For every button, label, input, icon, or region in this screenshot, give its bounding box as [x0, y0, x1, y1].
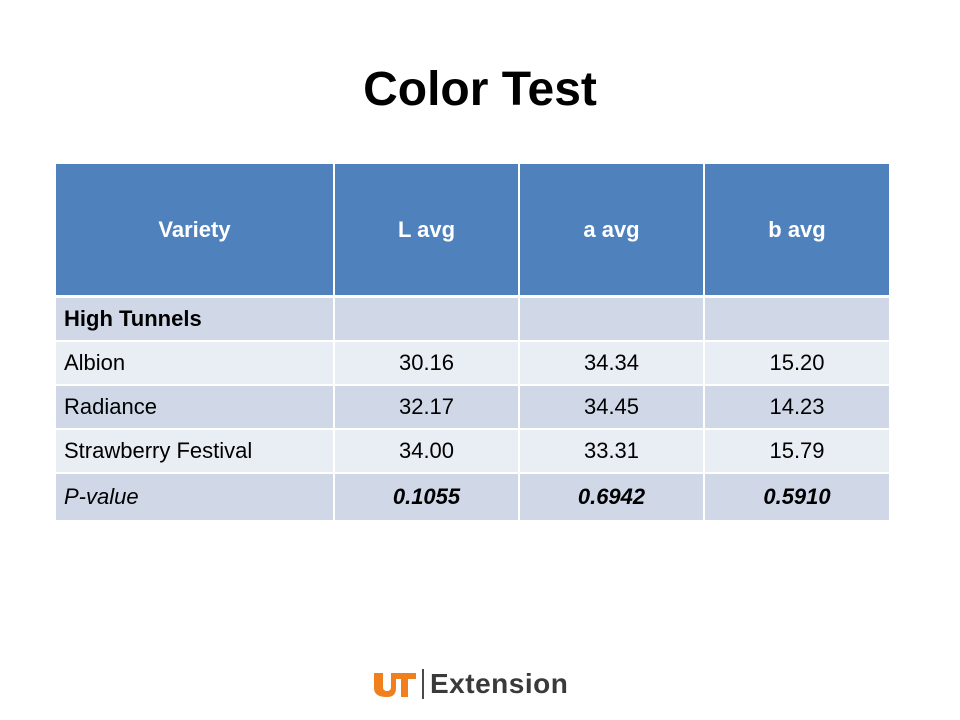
section-label: High Tunnels [56, 296, 335, 342]
pvalue-l-cell: 0.1055 [334, 473, 520, 522]
pvalue-b-cell: 0.5910 [704, 473, 889, 522]
b-avg-cell: 15.79 [704, 429, 889, 474]
variety-cell: Albion [56, 341, 335, 386]
table-cell [519, 296, 705, 342]
ut-extension-logo: Extension [372, 664, 568, 704]
table-cell [704, 296, 889, 342]
section-row-high-tunnels: High Tunnels [56, 296, 889, 342]
logo-text: Extension [430, 668, 569, 699]
header-variety: Variety [56, 164, 335, 298]
b-avg-cell: 15.20 [704, 341, 889, 386]
slide-title: Color Test [363, 63, 597, 116]
table-cell [334, 296, 520, 342]
l-avg-cell: 32.17 [334, 385, 520, 430]
b-avg-cell: 14.23 [704, 385, 889, 430]
color-test-table: Variety L avg a avg b avg High Tunnels A… [56, 164, 889, 522]
l-avg-cell: 34.00 [334, 429, 520, 474]
ut-logo-mark-icon [374, 673, 416, 697]
table-row: Strawberry Festival 34.00 33.31 15.79 [56, 429, 889, 474]
table-row: Radiance 32.17 34.45 14.23 [56, 385, 889, 430]
header-l-avg: L avg [334, 164, 520, 298]
a-avg-cell: 34.34 [519, 341, 705, 386]
variety-cell: Radiance [56, 385, 335, 430]
table-row: Albion 30.16 34.34 15.20 [56, 341, 889, 386]
a-avg-cell: 34.45 [519, 385, 705, 430]
variety-cell: Strawberry Festival [56, 429, 335, 474]
pvalue-row: P-value 0.1055 0.6942 0.5910 [56, 473, 889, 522]
header-a-avg: a avg [519, 164, 705, 298]
logo-divider [422, 669, 424, 699]
pvalue-label: P-value [56, 473, 335, 522]
a-avg-cell: 33.31 [519, 429, 705, 474]
table-header-row: Variety L avg a avg b avg [56, 164, 889, 298]
header-b-avg: b avg [704, 164, 889, 298]
pvalue-a-cell: 0.6942 [519, 473, 705, 522]
l-avg-cell: 30.16 [334, 341, 520, 386]
